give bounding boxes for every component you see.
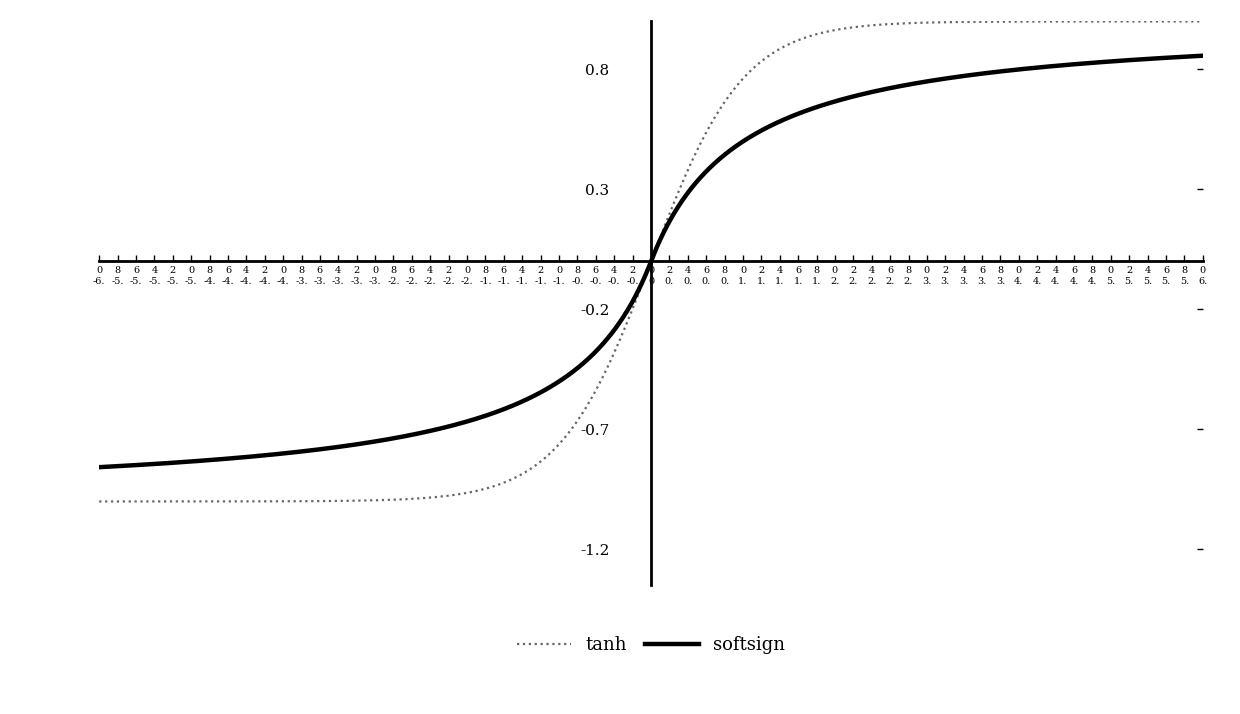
tanh [92,497,107,506]
softsign [563,369,578,378]
Line: tanh: tanh [99,21,1203,501]
tanh [217,497,232,506]
softsign [1173,53,1188,61]
tanh [563,426,578,435]
Line: softsign: softsign [99,56,1203,467]
tanh [1195,17,1210,26]
tanh [1173,17,1188,26]
softsign [217,455,232,463]
Legend: tanh, softsign: tanh, softsign [510,628,792,661]
softsign [1195,51,1210,60]
softsign [92,463,107,471]
softsign [515,397,529,406]
tanh [1055,17,1070,26]
tanh [515,470,529,478]
tanh [283,497,298,506]
softsign [283,448,298,457]
softsign [1055,61,1070,69]
